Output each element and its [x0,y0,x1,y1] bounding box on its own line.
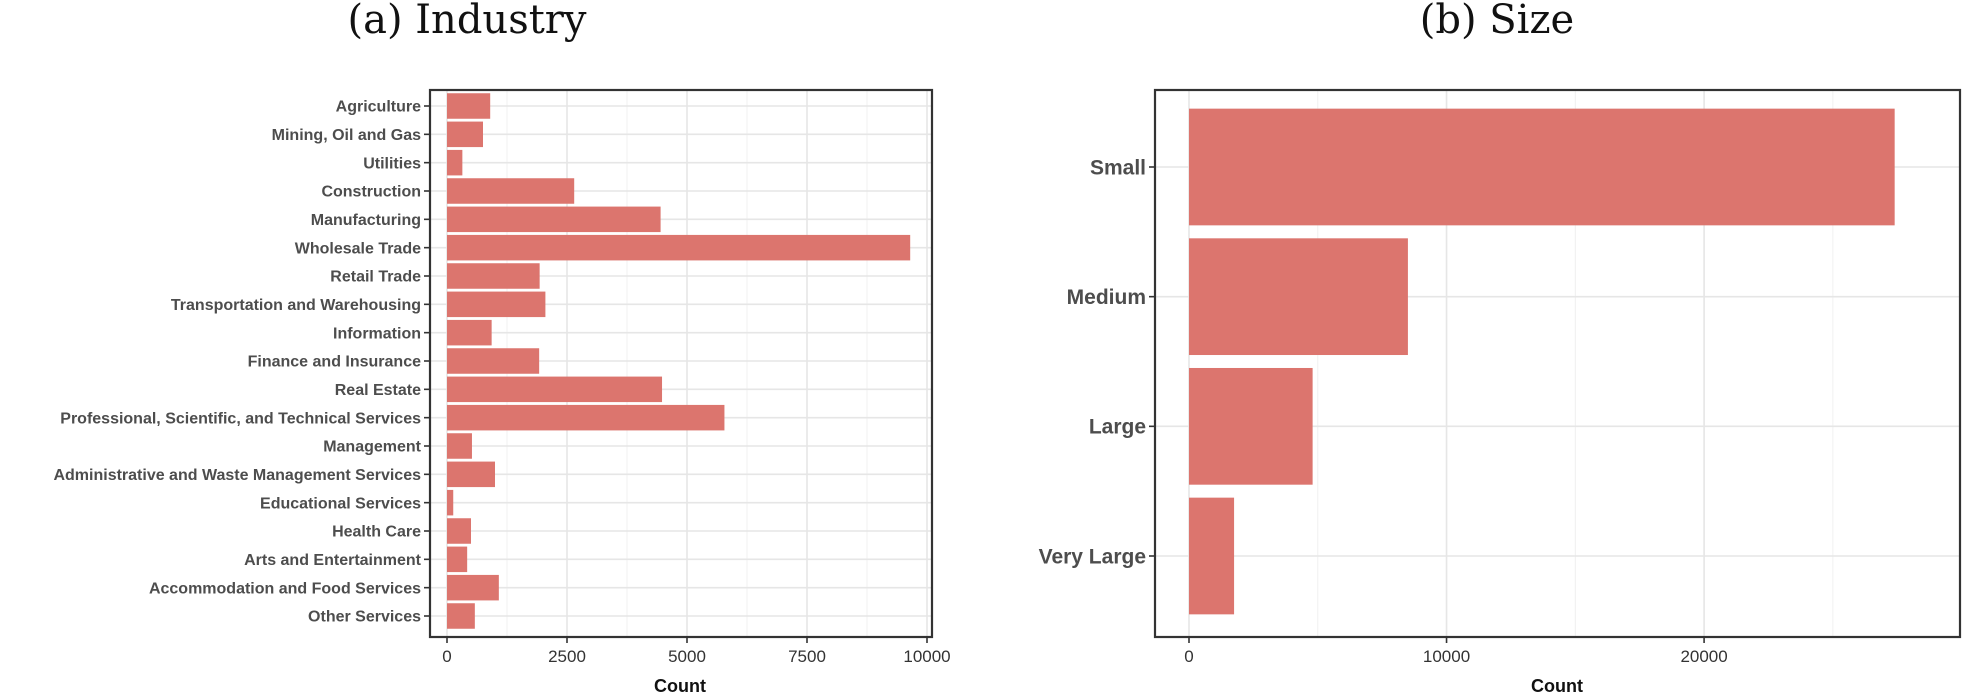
category-label: Wholesale Trade [295,240,421,257]
category-label: Information [333,325,421,342]
bar [447,348,540,374]
category-label: Manufacturing [311,212,421,229]
category-label: Finance and Insurance [248,354,421,371]
bar [447,178,575,204]
category-label: Transportation and Warehousing [171,297,421,314]
bar [1189,108,1895,226]
x-tick-label: 5000 [668,647,706,666]
bar [447,518,471,544]
category-label: Health Care [332,524,421,541]
category-label: Accommodation and Food Services [149,580,421,597]
x-tick-label: 0 [442,647,451,666]
bar [447,263,540,289]
category-label: Medium [1067,286,1146,309]
bar [1189,497,1235,615]
x-tick-label: 10000 [903,647,950,666]
chart-title: (b) Size [1420,0,1574,43]
category-label: Mining, Oil and Gas [272,127,421,144]
category-label: Administrative and Waste Management Serv… [53,467,421,484]
category-label: Management [323,439,421,456]
bar [447,433,472,459]
category-label: Very Large [1039,545,1146,568]
bar [447,546,468,573]
category-label: Other Services [308,609,421,626]
x-tick-label: 7500 [788,647,826,666]
bar [447,149,463,176]
chart-title: (a) Industry [347,0,586,43]
plot-frame [1153,88,1962,639]
bar [447,121,483,148]
industry-chart-panel: (a) Industry Agriculture Mining, Oil and … [0,0,950,699]
bar [1189,367,1313,485]
bar [447,234,911,261]
category-label: Retail Trade [330,269,421,286]
bar [447,574,499,601]
industry-chart: (a) Industry Agriculture Mining, Oil and … [53,0,950,696]
category-label: Professional, Scientific, and Technical … [60,410,421,427]
bar [447,376,663,403]
bar [447,291,546,318]
category-label: Large [1089,416,1146,439]
x-tick-label: 2500 [548,647,586,666]
bar [447,93,491,119]
x-axis-title: Count [654,676,706,696]
x-tick-label: 20000 [1680,647,1727,666]
x-tick-label: 10000 [1423,647,1470,666]
category-label: Construction [321,184,421,201]
size-chart-panel: (b) Size Small Medium Large Very Large 0 100… [1000,0,1964,699]
x-axis-title: Count [1531,676,1583,696]
category-label: Real Estate [335,382,421,399]
bar [447,603,475,629]
plot-frame [428,88,934,639]
bar [447,489,454,516]
bar [1189,238,1408,356]
category-label: Utilities [363,155,421,172]
category-label: Educational Services [260,495,421,512]
bar [447,404,725,431]
bar [447,319,492,346]
category-label: Small [1090,156,1146,179]
bar [447,461,495,488]
size-chart: (b) Size Small Medium Large Very Large 0 100… [1039,0,1962,696]
x-tick-label: 0 [1184,647,1193,666]
bar [447,206,661,233]
category-label: Arts and Entertainment [244,552,422,569]
category-label: Agriculture [336,99,421,116]
